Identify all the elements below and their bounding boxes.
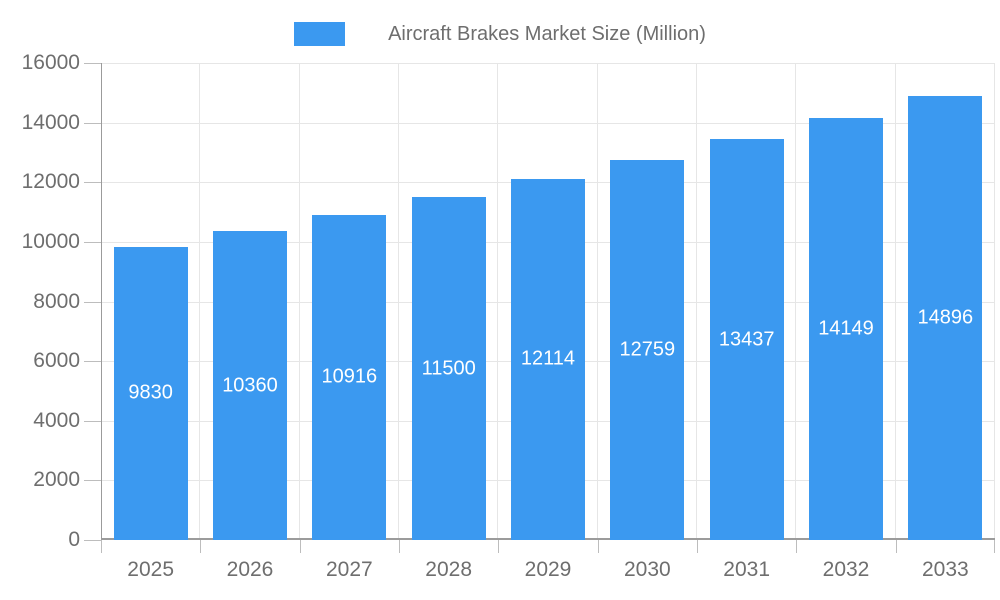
x-axis-tick <box>697 540 698 553</box>
bar-value-label: 9830 <box>128 381 173 404</box>
y-axis-tick-label: 0 <box>68 528 80 551</box>
vertical-gridline <box>894 63 896 540</box>
y-axis-tick-label: 8000 <box>33 289 80 313</box>
bar: 11500 <box>411 197 486 540</box>
y-axis-tick-label: 14000 <box>21 110 80 134</box>
x-axis-tick <box>101 540 102 553</box>
y-axis-tick <box>84 540 101 541</box>
legend-swatch <box>294 22 346 46</box>
bar: 14896 <box>908 95 983 540</box>
vertical-gridline <box>994 63 995 540</box>
y-axis-tick-label: 12000 <box>21 170 80 194</box>
y-axis-tick-label: 10000 <box>21 229 80 253</box>
bar-value-label: 13437 <box>718 328 775 351</box>
bar-value-label: 10360 <box>222 374 278 397</box>
y-axis-tick-label: 6000 <box>33 349 80 373</box>
bar: 12114 <box>511 178 585 540</box>
horizontal-gridline <box>101 63 995 64</box>
x-axis-tick-label: 2025 <box>127 558 175 581</box>
bar: 10360 <box>213 231 287 540</box>
x-axis-tick <box>200 540 202 553</box>
x-axis-tick-label: 2027 <box>325 558 373 581</box>
bar: 14149 <box>809 118 883 540</box>
y-axis-tick <box>84 122 101 124</box>
legend: Aircraft Brakes Market Size (Million) <box>0 20 1000 48</box>
x-axis-tick-label: 2033 <box>921 558 969 581</box>
bar: 9830 <box>113 246 188 540</box>
x-axis-tick <box>399 540 400 553</box>
vertical-gridline <box>696 63 697 540</box>
vertical-gridline <box>497 63 499 540</box>
x-axis-tick-label: 2029 <box>524 558 572 581</box>
vertical-gridline <box>298 63 300 540</box>
y-axis-tick <box>84 361 101 363</box>
vertical-gridline <box>596 63 598 540</box>
vertical-gridline <box>199 63 201 540</box>
x-axis-tick-label: 2030 <box>623 558 671 581</box>
y-axis-tick <box>84 241 101 243</box>
x-axis-tick-label: 2028 <box>425 558 473 581</box>
y-axis-tick-label: 4000 <box>33 408 80 432</box>
x-axis-tick <box>895 540 897 553</box>
x-axis-tick-label: 2031 <box>723 558 771 581</box>
horizontal-gridline <box>101 122 995 124</box>
bar-value-label: 12114 <box>520 347 576 370</box>
plot-area: 9830 10360 10916 11500 12114 12759 13437 14149 1… <box>84 63 995 553</box>
x-axis-tick <box>299 540 301 553</box>
y-axis-tick-label: 16000 <box>21 51 80 74</box>
x-axis-tick <box>498 540 500 553</box>
y-axis-tick <box>84 301 101 303</box>
bar-value-label: 12759 <box>619 338 676 361</box>
bar-value-label: 14896 <box>917 306 974 329</box>
y-axis-tick-label: 2000 <box>33 468 80 492</box>
y-axis-tick <box>84 63 101 64</box>
vertical-gridline <box>795 63 797 540</box>
x-axis-tick <box>994 540 995 553</box>
bar-value-label: 10916 <box>321 365 378 388</box>
vertical-gridline <box>398 63 399 540</box>
x-axis-tick <box>597 540 599 553</box>
x-axis-tick-label: 2026 <box>226 558 274 581</box>
bar: 13437 <box>709 139 784 540</box>
bar: 12759 <box>610 159 685 540</box>
y-axis-tick <box>84 420 101 422</box>
y-axis-tick <box>84 182 101 184</box>
legend-label: Aircraft Brakes Market Size (Million) <box>388 22 706 45</box>
y-axis-tick <box>84 480 101 482</box>
bar-value-label: 11500 <box>421 357 476 380</box>
x-axis-tick-label: 2032 <box>822 558 870 581</box>
y-axis-line <box>101 63 102 540</box>
bar: 10916 <box>312 214 387 540</box>
x-axis-tick <box>796 540 798 553</box>
bar-value-label: 14149 <box>818 317 874 340</box>
